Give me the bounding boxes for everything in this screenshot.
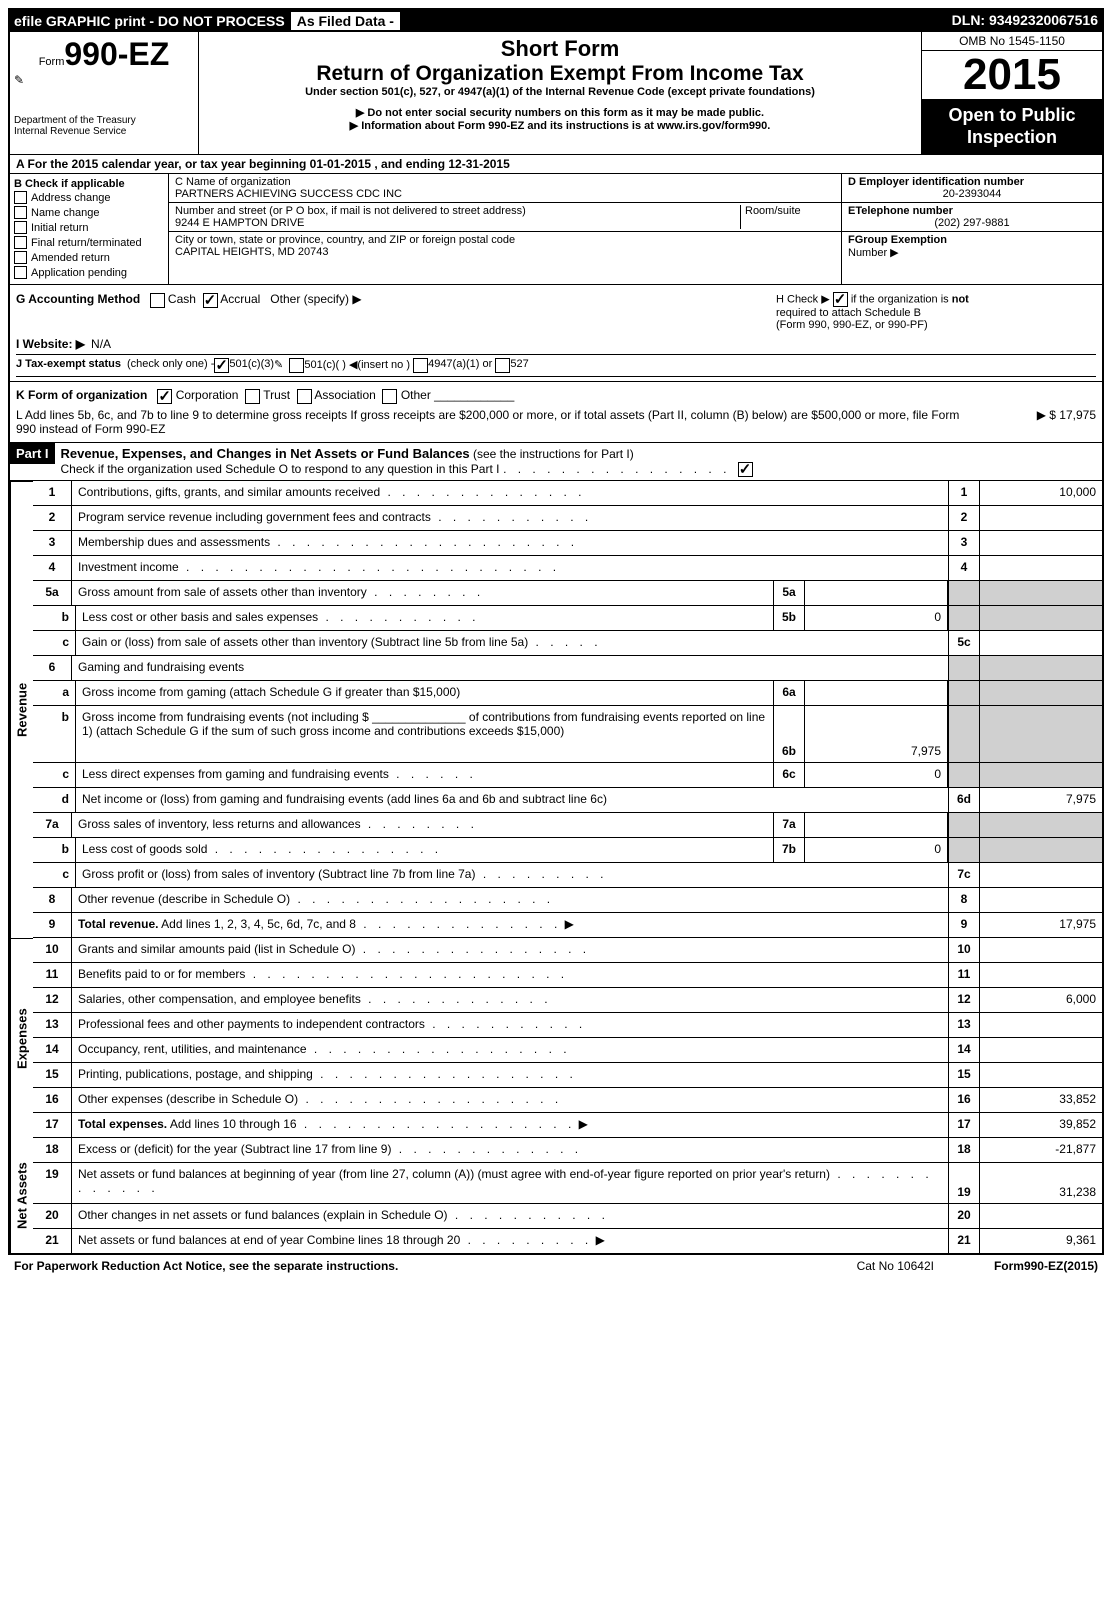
chk-initial-return[interactable]: Initial return — [14, 220, 164, 235]
chk-corp[interactable] — [157, 389, 172, 404]
section-b-through-f: B Check if applicable Address change Nam… — [10, 174, 1102, 285]
tax-year: 2015 — [922, 51, 1102, 99]
chk-527[interactable] — [495, 358, 510, 373]
chk-h[interactable] — [833, 292, 848, 307]
open-public: Open to Public Inspection — [922, 99, 1102, 154]
f-label: FGroup Exemption — [848, 234, 947, 246]
chk-cash[interactable] — [150, 293, 165, 308]
h-section: H Check ▶ if the organization is not req… — [776, 292, 1096, 331]
header: Form990-EZ ✎ Department of the Treasury … — [10, 32, 1102, 155]
omb-number: OMB No 1545-1150 — [922, 32, 1102, 51]
part1-grid: Revenue 1Contributions, gifts, grants, a… — [10, 480, 1102, 1253]
part1-label: Part I — [10, 443, 55, 464]
form-number: Form990-EZ — [14, 36, 194, 73]
pencil-icon: ✎ — [14, 73, 194, 87]
side-revenue: Revenue — [10, 481, 33, 938]
footer-cat: Cat No 10642I — [857, 1259, 934, 1273]
k-label: K Form of organization — [16, 388, 147, 402]
part1-header: Part I Revenue, Expenses, and Changes in… — [10, 443, 1102, 480]
c-street-label: Number and street (or P O box, if mail i… — [175, 205, 740, 217]
efile-label: efile GRAPHIC print - DO NOT PROCESS — [14, 13, 285, 29]
l-text: L Add lines 5b, 6c, and 7b to line 9 to … — [16, 408, 976, 436]
c-city-value: CAPITAL HEIGHTS, MD 20743 — [175, 246, 835, 258]
section-g-through-j: G Accounting Method Cash Accrual Other (… — [10, 285, 1102, 382]
g-label: G Accounting Method — [16, 292, 140, 306]
chk-final-return[interactable]: Final return/terminated — [14, 235, 164, 250]
f-label2: Number ▶ — [848, 247, 899, 259]
irs-link[interactable]: www.irs.gov/form990 — [657, 120, 767, 132]
j-label: J Tax-exempt status — [16, 358, 121, 373]
form-title: Return of Organization Exempt From Incom… — [203, 62, 917, 86]
c-room-label: Room/suite — [745, 205, 835, 217]
c-city-label: City or town, state or province, country… — [175, 234, 835, 246]
dept-treasury: Department of the Treasury — [14, 115, 194, 126]
form-container: efile GRAPHIC print - DO NOT PROCESS As … — [8, 8, 1104, 1255]
side-expenses: Expenses — [10, 938, 33, 1138]
c-name-value: PARTNERS ACHIEVING SUCCESS CDC INC — [175, 188, 835, 200]
footer-left: For Paperwork Reduction Act Notice, see … — [14, 1259, 398, 1273]
i-value: N/A — [91, 337, 111, 351]
instruction-2: ▶ Information about Form 990-EZ and its … — [203, 119, 917, 132]
chk-4947[interactable] — [413, 358, 428, 373]
chk-501c[interactable] — [289, 358, 304, 373]
e-value: (202) 297-9881 — [848, 217, 1096, 229]
asfiled-box: As Filed Data - — [291, 12, 400, 30]
c-name-label: C Name of organization — [175, 176, 835, 188]
top-bar: efile GRAPHIC print - DO NOT PROCESS As … — [10, 10, 1102, 32]
c-street-value: 9244 E HAMPTON DRIVE — [175, 217, 740, 229]
form-subtitle: Under section 501(c), 527, or 4947(a)(1)… — [203, 86, 917, 98]
chk-application-pending[interactable]: Application pending — [14, 265, 164, 280]
e-label: ETelephone number — [848, 205, 1096, 217]
b-title: B Check if applicable — [14, 178, 164, 190]
chk-accrual[interactable] — [203, 293, 218, 308]
dept-irs: Internal Revenue Service — [14, 126, 194, 137]
row-a: A For the 2015 calendar year, or tax yea… — [10, 155, 1102, 174]
side-netassets: Net Assets — [10, 1138, 33, 1253]
dln: DLN: 93492320067516 — [952, 12, 1098, 30]
part1-check-text: Check if the organization used Schedule … — [61, 462, 500, 476]
i-label: I Website: ▶ — [16, 337, 85, 351]
chk-name-change[interactable]: Name change — [14, 205, 164, 220]
instruction-1: ▶ Do not enter social security numbers o… — [203, 106, 917, 119]
chk-501c3[interactable] — [214, 358, 229, 373]
footer: For Paperwork Reduction Act Notice, see … — [8, 1255, 1104, 1277]
chk-amended-return[interactable]: Amended return — [14, 250, 164, 265]
d-value: 20-2393044 — [848, 188, 1096, 200]
footer-form: Form990-EZ(2015) — [994, 1259, 1098, 1273]
chk-address-change[interactable]: Address change — [14, 190, 164, 205]
chk-assoc[interactable] — [297, 389, 312, 404]
chk-trust[interactable] — [245, 389, 260, 404]
short-form: Short Form — [203, 36, 917, 62]
d-label: D Employer identification number — [848, 176, 1096, 188]
l-value: ▶ $ 17,975 — [976, 408, 1096, 436]
chk-schedule-o[interactable] — [738, 462, 753, 477]
chk-other-org[interactable] — [382, 389, 397, 404]
